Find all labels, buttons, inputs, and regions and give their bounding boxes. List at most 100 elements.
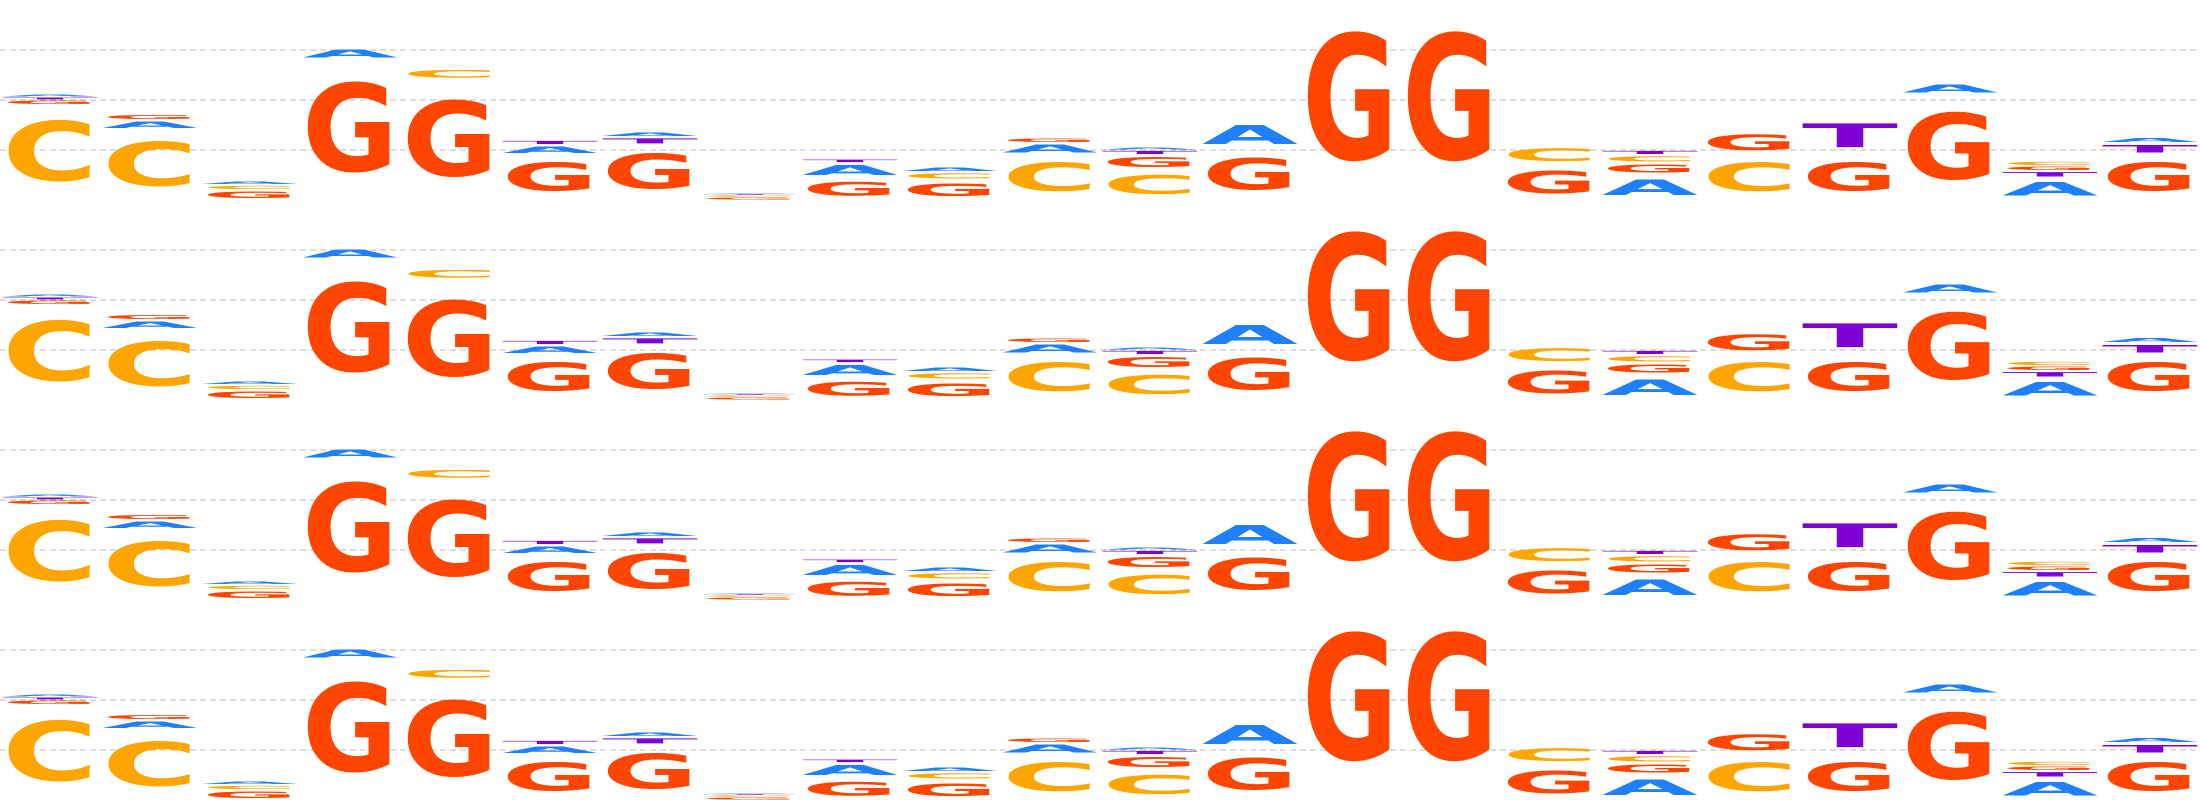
logo-letter-a: A [1902,83,1998,95]
logo-letter-g: G [402,680,498,800]
logo-letter-c: C [1502,545,1598,565]
logo-letter-a: A [802,163,898,178]
logo-letter-a: A [2002,778,2098,800]
logo-letter-a: A [602,532,698,537]
logo-letter-g: G [302,60,398,200]
logo-letter-a: A [202,381,298,385]
logo-letter-a: A [502,145,598,155]
logo-letter-a: A [1602,375,1698,400]
logo-letter-g: G [502,155,598,200]
logo-letter-t: T [1602,750,1698,755]
logo-letter-c: C [1602,155,1698,163]
logo-letter-g: G [302,460,398,600]
logo-letter-c: C [202,785,298,790]
logo-letter-g: G [1702,530,1798,555]
logo-letter-g: G [1502,165,1598,200]
logo-letter-a: A [302,48,398,60]
logo-letter-g: G [802,378,898,400]
logo-letter-g: G [1602,763,1698,775]
logo-letter-g: G [1102,755,1198,770]
logo-letter-g: G [102,114,198,120]
logo-letter-c: C [202,385,298,390]
logo-letter-t: T [702,394,798,395]
logo-letter-g: G [1002,738,1098,743]
logo-letter-c: C [1002,155,1098,200]
logo-letter-c: C [402,268,498,280]
logo-letter-a: A [2002,178,2098,200]
logo-letter-a: A [1102,747,1198,750]
logo-letter-g: G [402,80,498,200]
logo-letter-t: T [1102,550,1198,555]
logo-letter-g: G [502,355,598,400]
logo-letter-a: A [1602,775,1698,800]
logo-letter-g: G [902,580,998,600]
logo-letter-a: A [1002,143,1098,155]
logo-letter-c: C [1102,370,1198,400]
logo-letter-t: T [602,537,698,545]
logo-letter-g: G [502,555,598,600]
logo-letter-g: G [702,197,798,200]
logo-letter-a: A [902,567,998,572]
logo-letter-g: G [2,100,98,105]
logo-letter-a: A [602,132,698,137]
logo-letter-a: A [802,563,898,578]
logo-letter-c: C [2,705,98,800]
logo-letter-t: T [1802,317,1898,355]
logo-letter-t: T [1802,117,1898,155]
logo-letter-t: T [2,497,98,500]
logo-letter-g: G [1002,538,1098,543]
logo-letter-g: G [1902,95,1998,200]
logo-letter-a: A [1102,347,1198,350]
logo-letter-a: A [702,193,798,194]
logo-letter-g: G [1302,200,1398,400]
logo-letter-a: A [1002,543,1098,555]
logo-letter-a: A [202,181,298,185]
logo-letter-g: G [802,178,898,200]
logo-letter-c: C [702,195,798,197]
logo-letter-g: G [1402,400,1498,600]
logo-letter-t: T [702,194,798,195]
logo-letter-g: G [102,514,198,520]
logo-letter-g: G [1202,550,1298,600]
logo-letter-a: A [1602,575,1698,600]
logo-letter-a: A [2,694,98,697]
logo-letter-g: G [1002,338,1098,343]
logo-letter-c: C [902,772,998,780]
logo-letter-t: T [2002,371,2098,378]
logo-letter-t: T [1102,750,1198,755]
logo-letter-g: G [1802,355,1898,400]
logo-letter-t: T [2,697,98,700]
logo-letter-a: A [302,248,398,260]
logo-letter-c: C [1702,355,1798,400]
logo-letter-c: C [202,585,298,590]
logo-letter-g: G [1102,155,1198,170]
logo-letter-g: G [1902,495,1998,600]
logo-letter-c: C [902,572,998,580]
logo-letter-a: A [1002,743,1098,755]
logo-letter-a: A [102,320,198,330]
logo-letter-t: T [602,337,698,345]
logo-letter-g: G [202,590,298,600]
logo-letter-c: C [1502,745,1598,765]
logo-letter-g: G [102,714,198,720]
logo-letter-c: C [1102,770,1198,800]
logo-letter-a: A [702,793,798,794]
logo-letter-c: C [1602,755,1698,763]
logo-letter-g: G [1602,363,1698,375]
logo-letter-a: A [102,120,198,130]
logo-letter-c: C [2,305,98,400]
logo-letter-t: T [1802,517,1898,555]
logo-letter-t: T [1802,717,1898,755]
logo-letter-t: T [2002,771,2098,778]
logo-letter-t: T [802,759,898,763]
logo-letter-c: C [2,505,98,600]
logo-letter-t: T [2102,543,2198,555]
logo-letter-g: G [1302,600,1398,800]
logo-letter-g: G [1102,555,1198,570]
logo-letter-t: T [502,140,598,145]
logo-letter-a: A [602,732,698,737]
logo-letter-t: T [2,297,98,300]
logo-letter-c: C [2,105,98,200]
logo-letter-g: G [902,180,998,200]
